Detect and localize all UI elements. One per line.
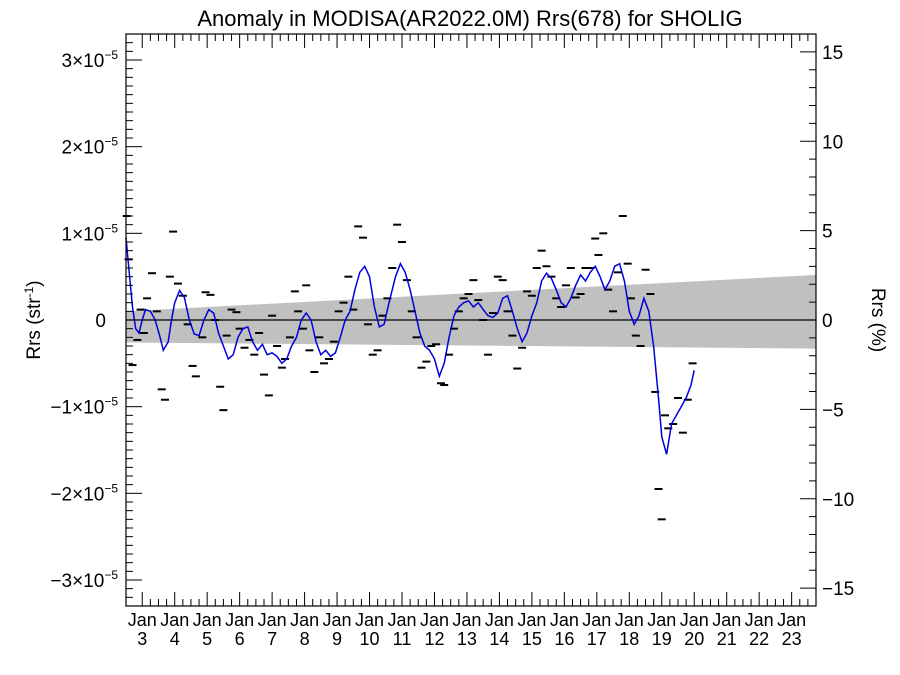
left-tick-label: 0	[95, 311, 106, 332]
left-tick-label: 2×10−5	[62, 135, 119, 159]
left-tick-exponent: −5	[104, 221, 118, 235]
left-axis-label-close: )	[24, 280, 45, 286]
left-tick-label: −2×10−5	[50, 481, 118, 505]
x-tick-year-label: 21	[717, 629, 737, 649]
x-tick-year-label: 17	[587, 629, 607, 649]
uncertainty-band	[126, 274, 816, 349]
x-tick-year-label: 9	[332, 629, 342, 649]
right-tick-label: 5	[822, 222, 833, 243]
left-axis-label-text: Rrs (str	[24, 297, 45, 360]
left-tick-exponent: −5	[104, 48, 118, 62]
x-tick-year-label: 13	[457, 629, 477, 649]
x-tick-year-label: 16	[554, 629, 574, 649]
x-tick-month-label: Jan	[485, 610, 514, 630]
left-tick-label: 3×10−5	[62, 48, 119, 72]
x-tick-month-label: Jan	[647, 610, 676, 630]
left-tick-mantissa: 1×10	[62, 224, 105, 245]
x-tick-month-label: Jan	[582, 610, 611, 630]
x-tick-month-label: Jan	[193, 610, 222, 630]
left-tick-mantissa: 0	[95, 311, 106, 332]
x-tick-month-label: Jan	[517, 610, 546, 630]
left-tick-exponent: −5	[104, 395, 118, 409]
x-tick-year-label: 14	[489, 629, 509, 649]
left-tick-exponent: −5	[104, 481, 118, 495]
left-tick-mantissa: −2×10	[50, 484, 104, 505]
x-tick-month-label: Jan	[323, 610, 352, 630]
right-y-axis: 15 10 5 0 −5 −10 −15	[800, 33, 854, 607]
right-tick-label: 15	[822, 43, 843, 64]
anomaly-line-layer	[125, 237, 695, 455]
x-tick-year-label: 7	[267, 629, 277, 649]
uncertainty-band-layer	[126, 274, 816, 349]
left-tick-mantissa: −3×10	[50, 571, 104, 592]
x-tick-month-label: Jan	[550, 610, 579, 630]
x-tick-year-label: 15	[522, 629, 542, 649]
x-tick-year-label: 5	[202, 629, 212, 649]
x-tick-month-label: Jan	[745, 610, 774, 630]
x-tick-year-label: 18	[619, 629, 639, 649]
x-tick-month-label: Jan	[258, 610, 287, 630]
x-tick-month-label: Jan	[160, 610, 189, 630]
left-tick-exponent: −5	[104, 568, 118, 582]
x-tick-month-label: Jan	[680, 610, 709, 630]
x-tick-year-label: 6	[235, 629, 245, 649]
x-tick-year-label: 8	[300, 629, 310, 649]
anomaly-series-line	[125, 237, 695, 455]
x-tick-year-label: 23	[782, 629, 802, 649]
right-tick-label: −5	[822, 400, 844, 421]
x-tick-year-label: 3	[137, 629, 147, 649]
right-tick-label: −15	[822, 579, 854, 600]
x-tick-month-label: Jan	[355, 610, 384, 630]
x-tick-month-label: Jan	[128, 610, 157, 630]
x-tick-month-label: Jan	[615, 610, 644, 630]
chart-title: Anomaly in MODISA(AR2022.0M) Rrs(678) fo…	[197, 6, 742, 31]
x-tick-year-label: 12	[424, 629, 444, 649]
right-tick-label: −10	[822, 490, 854, 511]
x-tick-year-label: 10	[360, 629, 380, 649]
left-y-axis: 3×10−52×10−51×10−50−1×10−5−2×10−5−3×10−5	[50, 33, 142, 607]
x-tick-year-label: 11	[393, 629, 412, 649]
x-tick-year-label: 20	[684, 629, 704, 649]
x-tick-month-label: Jan	[712, 610, 741, 630]
x-tick-month-label: Jan	[452, 610, 481, 630]
right-axis-label: Rrs (%)	[867, 288, 888, 352]
left-axis-label: Rrs (str-1)	[22, 280, 45, 359]
x-tick-year-label: 22	[749, 629, 769, 649]
x-axis: Jan3Jan4Jan5Jan6Jan7Jan8Jan9Jan10Jan11Ja…	[128, 34, 817, 649]
left-axis-label-superscript: -1	[22, 286, 36, 297]
right-tick-label: 10	[822, 132, 843, 153]
left-tick-mantissa: 3×10	[62, 51, 105, 72]
right-tick-label: 0	[822, 311, 833, 332]
x-tick-month-label: Jan	[420, 610, 449, 630]
x-tick-year-label: 19	[652, 629, 672, 649]
x-tick-month-label: Jan	[225, 610, 254, 630]
x-tick-month-label: Jan	[387, 610, 416, 630]
x-tick-month-label: Jan	[290, 610, 319, 630]
x-tick-year-label: 4	[170, 629, 180, 649]
left-tick-mantissa: −1×10	[50, 398, 104, 419]
left-tick-mantissa: 2×10	[62, 138, 105, 159]
scatter-marks-layer	[122, 215, 697, 521]
left-tick-label: 1×10−5	[62, 221, 119, 245]
left-tick-label: −1×10−5	[50, 395, 118, 419]
x-tick-month-label: Jan	[777, 610, 806, 630]
left-tick-label: −3×10−5	[50, 568, 118, 592]
left-tick-exponent: −5	[104, 135, 118, 149]
